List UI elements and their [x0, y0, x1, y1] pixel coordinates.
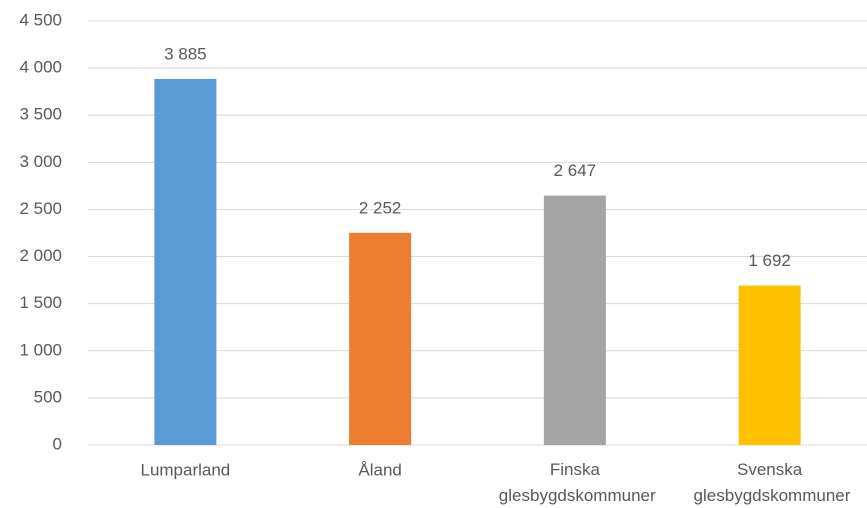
data-label: 2 647: [554, 161, 597, 180]
y-tick-label: 4 500: [19, 10, 62, 29]
bar: [349, 232, 412, 445]
y-tick-label: 1 000: [19, 340, 62, 359]
y-tick-label: 0: [53, 434, 62, 453]
y-tick-label: 3 000: [19, 152, 62, 171]
data-label: 1 692: [748, 251, 791, 270]
bar: [543, 195, 606, 445]
y-tick-label: 3 500: [19, 105, 62, 124]
y-tick-label: 2 000: [19, 246, 62, 265]
y-tick-label: 2 500: [19, 199, 62, 218]
y-tick-label: 1 500: [19, 293, 62, 312]
x-tick-label: Åland: [358, 460, 401, 479]
bar: [738, 285, 801, 445]
x-tick-label: Lumparland: [140, 460, 230, 479]
bar: [154, 78, 217, 446]
x-tick-label: Svenska glesbygdskommuner: [689, 460, 851, 505]
data-label: 2 252: [359, 198, 402, 217]
y-tick-label: 500: [34, 387, 62, 406]
y-tick-label: 4 000: [19, 58, 62, 77]
data-label: 3 885: [164, 44, 207, 63]
x-tick-label: Finska glesbygdskommuner: [494, 460, 656, 505]
